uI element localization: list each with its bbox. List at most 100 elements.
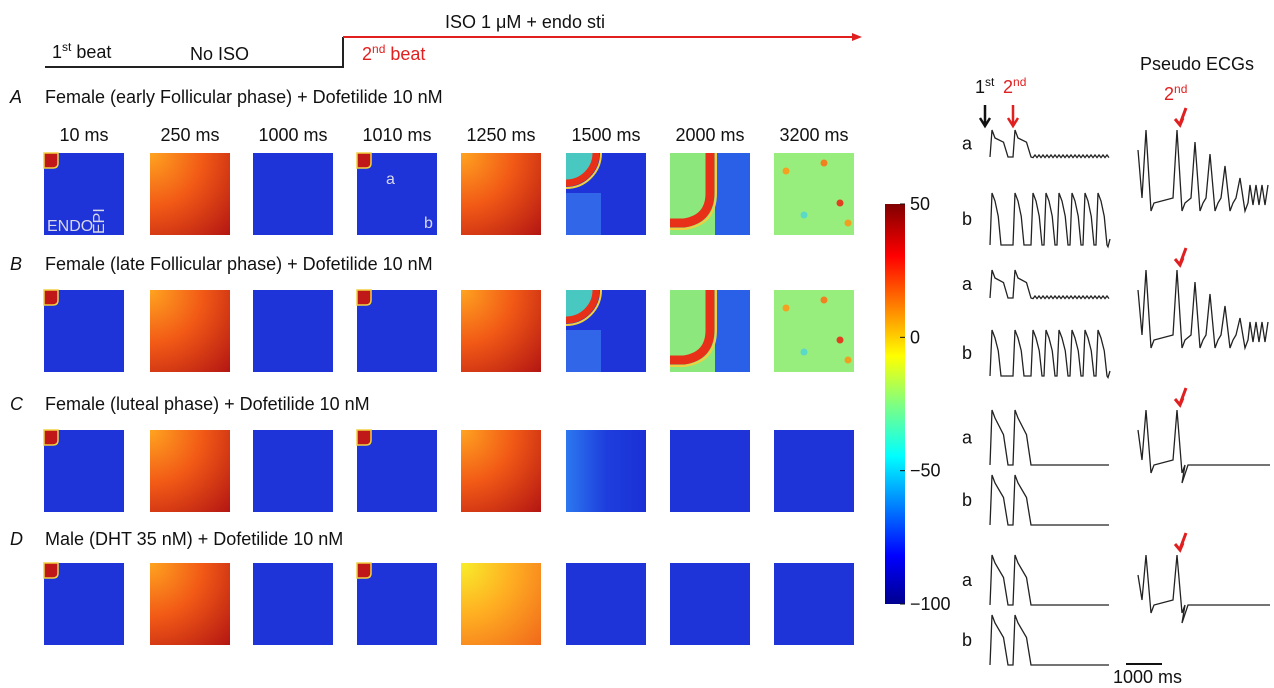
- ecg-arrow: [1173, 247, 1188, 268]
- trace-row-label: b: [962, 630, 972, 650]
- ap-trace: [989, 129, 1110, 159]
- trace-row-label: a: [962, 274, 973, 294]
- colorbar-label: 0: [910, 327, 920, 347]
- map-wave: [670, 153, 715, 228]
- map-cell: [566, 563, 646, 645]
- map-wave-edge: [565, 152, 602, 189]
- annotation-epi: EPI: [91, 208, 108, 234]
- map-wave-edge: [565, 289, 602, 326]
- ecg-trace: [1137, 409, 1270, 484]
- map-cell: [461, 563, 541, 645]
- first-beat: 1st beat: [52, 40, 111, 62]
- map-cell: [461, 153, 541, 235]
- ap-trace: [989, 192, 1111, 249]
- panel-letter: D: [10, 529, 23, 549]
- map-spot: [800, 211, 808, 219]
- map-excitation: [43, 429, 59, 446]
- map-wave: [670, 290, 715, 365]
- second-arrow: [1006, 105, 1020, 129]
- map-shade: [715, 153, 750, 235]
- ecg-trace: [1137, 554, 1270, 624]
- timeline-no-iso: [45, 37, 344, 68]
- map-excitation: [356, 289, 372, 306]
- map-cell: [461, 290, 541, 372]
- map-cell: [461, 430, 541, 512]
- map-spot: [836, 336, 844, 344]
- time-label: 1010 ms: [362, 125, 431, 145]
- ecg-second-label: 2nd: [1164, 82, 1187, 104]
- map-excitation: [43, 562, 59, 579]
- timeline-arrow: [852, 33, 862, 41]
- panel-title: Male (DHT 35 nM) + Dofetilide 10 nM: [45, 529, 343, 549]
- panel-letter: C: [10, 394, 24, 414]
- trace-row-label: a: [962, 570, 973, 590]
- map-cell: [774, 290, 854, 372]
- map-cell: [566, 430, 646, 512]
- no-iso: No ISO: [190, 44, 249, 64]
- map-spot: [782, 167, 790, 175]
- map-excitation: [43, 152, 59, 169]
- map-cell: [253, 153, 333, 235]
- iso-label: ISO 1 μM + endo sti: [445, 12, 605, 32]
- panel-title: Female (early Follicular phase) + Dofeti…: [45, 87, 443, 107]
- trace-row-label: a: [962, 134, 973, 154]
- ecg-arrow: [1173, 107, 1188, 128]
- map-spot: [782, 304, 790, 312]
- map-shade: [715, 290, 750, 372]
- colorbar-label: 50: [910, 194, 930, 214]
- annotation-a: a: [386, 171, 395, 188]
- panel-title: Female (late Follicular phase) + Dofetil…: [45, 254, 433, 274]
- first-label: 1st: [975, 75, 995, 97]
- map-excitation: [43, 289, 59, 306]
- map-cell: [253, 290, 333, 372]
- ap-trace: [989, 409, 1109, 466]
- map-cell: [253, 563, 333, 645]
- map-cell: [150, 290, 230, 372]
- map-excitation: [356, 429, 372, 446]
- map-cell: [150, 563, 230, 645]
- map-excitation: [356, 562, 372, 579]
- map-cell: [670, 430, 750, 512]
- map-wave-edge: [670, 153, 717, 230]
- colorbar-label: −50: [910, 461, 941, 481]
- time-label: 250 ms: [160, 125, 219, 145]
- time-label: 1250 ms: [466, 125, 535, 145]
- map-cell: [253, 430, 333, 512]
- map-inner: [566, 153, 596, 183]
- ecg-trace: [1137, 269, 1269, 351]
- map-spot: [820, 159, 828, 167]
- ap-trace: [989, 269, 1110, 300]
- colorbar-label: −100: [910, 594, 951, 614]
- map-cell: [774, 153, 854, 235]
- trace-row-label: b: [962, 490, 972, 510]
- first-arrow: [978, 105, 992, 129]
- map-spot: [800, 348, 808, 356]
- map-excitation: [356, 152, 372, 169]
- annotation-endo: ENDO: [47, 218, 93, 235]
- annotation-b: b: [424, 215, 433, 232]
- map-spot: [820, 296, 828, 304]
- time-label: 1500 ms: [571, 125, 640, 145]
- map-shade: [566, 193, 601, 235]
- map-spot: [836, 199, 844, 207]
- ecg-title: Pseudo ECGs: [1140, 54, 1254, 74]
- map-cell: [150, 430, 230, 512]
- panel-letter: A: [9, 87, 22, 107]
- ecg-trace: [1137, 129, 1269, 214]
- ap-trace: [989, 614, 1109, 666]
- trace-row-label: b: [962, 343, 972, 363]
- map-wave-edge: [670, 290, 717, 367]
- map-spot: [844, 356, 852, 364]
- ap-trace: [989, 329, 1111, 379]
- map-cell: [774, 563, 854, 645]
- time-label: 10 ms: [59, 125, 108, 145]
- second-beat: 2nd beat: [362, 42, 425, 64]
- map-cell: [150, 153, 230, 235]
- map-spot: [844, 219, 852, 227]
- map-wave: [565, 289, 600, 324]
- panel-letter: B: [10, 254, 22, 274]
- ecg-arrow: [1173, 387, 1188, 408]
- time-label: 2000 ms: [675, 125, 744, 145]
- time-label: 3200 ms: [779, 125, 848, 145]
